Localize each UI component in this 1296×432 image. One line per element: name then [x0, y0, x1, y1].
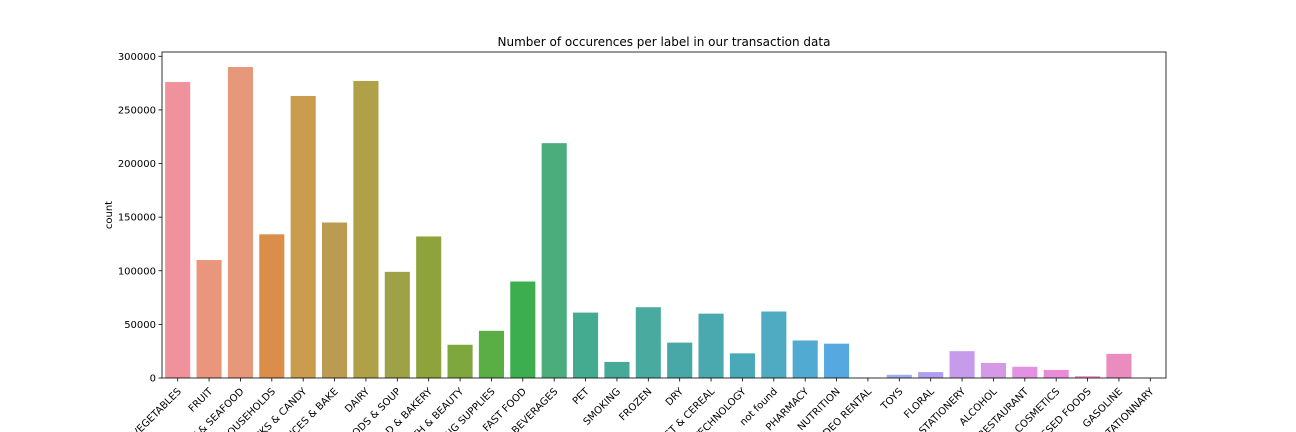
chart-title: Number of occurences per label in our tr… [498, 35, 831, 49]
x-tick-label: DAIRY [343, 386, 372, 415]
bar-28 [1043, 369, 1069, 378]
y-tick-label: 150000 [118, 213, 156, 224]
y-tick-label: 100000 [118, 266, 156, 277]
bar-3 [259, 234, 285, 378]
y-axis-label: count [104, 201, 115, 229]
y-tick-label: 0 [150, 374, 156, 385]
bar-16 [667, 342, 693, 378]
bar-15 [635, 307, 661, 378]
bar-17 [698, 313, 724, 378]
bar-23 [886, 374, 912, 378]
bar-12 [541, 143, 567, 378]
bar-5 [322, 222, 348, 378]
bar-24 [918, 372, 944, 378]
x-tick-label: DRY [664, 386, 687, 409]
bar-27 [1012, 366, 1038, 378]
x-tick-label: FROZEN [617, 386, 654, 423]
bar-20 [792, 340, 818, 378]
bar-2 [227, 67, 253, 379]
x-tick-label: TOYS [879, 386, 906, 413]
bar-9 [447, 344, 473, 378]
bar-10 [478, 330, 504, 378]
bar-26 [980, 362, 1006, 378]
y-tick-label: 200000 [118, 159, 156, 170]
bar-21 [824, 343, 850, 378]
y-axis: 0 50000 100000 150000 200000 250000 300000 [118, 52, 162, 385]
bar-0 [165, 82, 191, 379]
bar-1 [196, 260, 222, 378]
bar-18 [729, 353, 755, 378]
y-tick-label: 50000 [124, 320, 156, 331]
bar-14 [604, 361, 630, 378]
x-tick-label: VEGETABLES [130, 386, 183, 432]
bar-13 [573, 312, 599, 378]
bar-19 [761, 311, 787, 378]
bar-7 [384, 271, 410, 378]
bar-11 [510, 281, 536, 378]
y-tick-label: 300000 [118, 52, 156, 63]
x-tick-label: FRUIT [187, 386, 216, 415]
plot-frame [161, 51, 1167, 379]
bar-25 [949, 351, 975, 378]
bar-6 [353, 80, 379, 378]
bar-8 [416, 236, 442, 378]
y-tick-label: 250000 [118, 105, 156, 116]
bar-30 [1106, 353, 1132, 378]
bar-4 [290, 95, 316, 378]
bar-29 [1075, 376, 1101, 378]
bars-group [165, 67, 1163, 379]
x-tick-label: PET [571, 386, 592, 407]
